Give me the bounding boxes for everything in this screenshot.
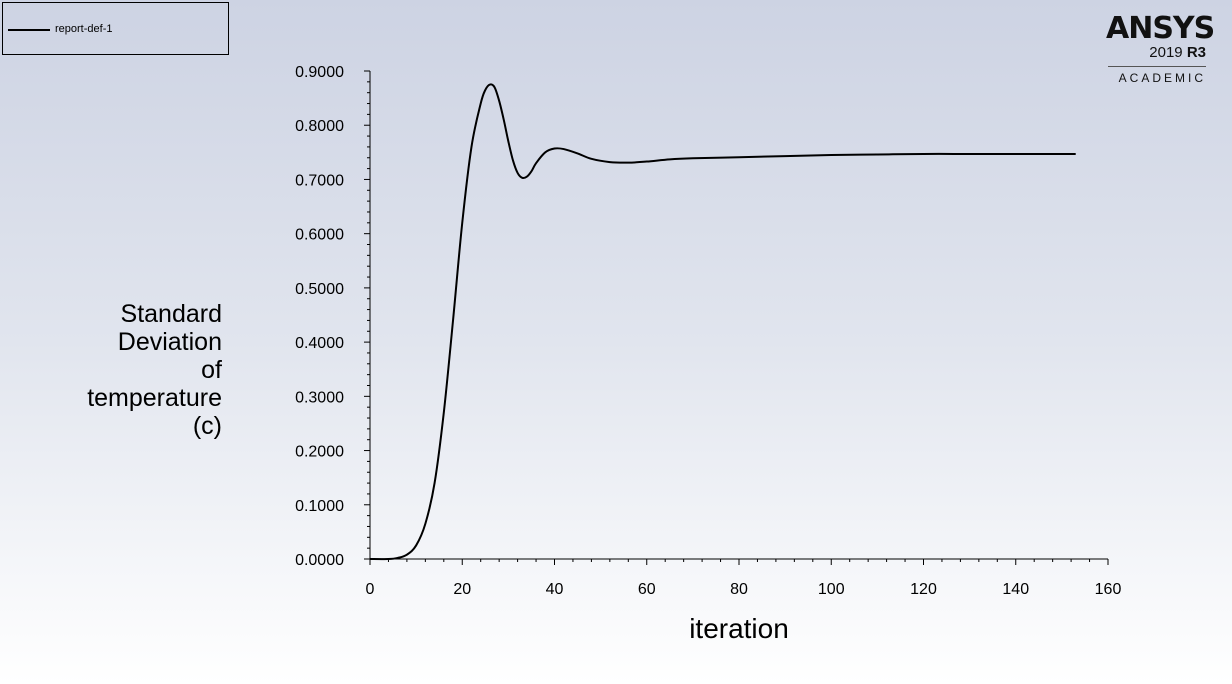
logo-version: 2019 R3 [1106, 44, 1206, 62]
y-tick-label: 0.2000 [295, 444, 344, 461]
x-tick-label: 120 [910, 581, 937, 598]
x-tick-label: 140 [1002, 581, 1029, 598]
y-axis-label-line: Deviation [117, 328, 222, 356]
logo-divider [1108, 66, 1206, 67]
y-tick-label: 0.9000 [295, 64, 344, 81]
x-tick-label: 60 [638, 581, 656, 598]
axes: 0.0000 0.1000 0.2000 0.3000 0.4000 0.5000 0.60… [295, 64, 1121, 598]
x-tick-label: 40 [546, 581, 564, 598]
logo-brand: ANSYS [1106, 11, 1215, 46]
y-tick-label: 0.8000 [295, 118, 344, 135]
x-tick-label: 0 [366, 581, 375, 598]
y-axis-label: Standard Deviation of temperature (c) [40, 300, 222, 440]
logo-year: 2019 [1149, 44, 1183, 61]
x-axis-label: iteration [689, 613, 789, 644]
series-group [369, 83, 1076, 561]
y-tick-label: 0.4000 [295, 335, 344, 352]
y-tick-label: 0.7000 [295, 172, 344, 189]
series-line-report-def-1 [369, 83, 1076, 561]
y-axis-label-line: temperature [87, 384, 222, 412]
y-axis-label-line: (c) [192, 412, 222, 440]
logo-edition: ACADEMIC [1118, 71, 1206, 85]
y-tick-label: 0.0000 [295, 552, 344, 569]
y-tick-label: 0.5000 [295, 281, 344, 298]
legend-label: report-def-1 [55, 23, 113, 35]
x-tick-label: 20 [453, 581, 471, 598]
x-tick-label: 100 [818, 581, 845, 598]
y-tick-label: 0.3000 [295, 389, 344, 406]
x-tick-label: 80 [730, 581, 748, 598]
y-axis-label-line: Standard [120, 300, 222, 328]
logo-release: R3 [1186, 44, 1206, 61]
x-tick-label: 160 [1095, 581, 1122, 598]
y-tick-label: 0.1000 [295, 498, 344, 515]
y-axis-label-line: of [201, 356, 222, 384]
y-tick-label: 0.6000 [295, 227, 344, 244]
legend-swatch-line [8, 29, 50, 31]
legend: report-def-1 [2, 2, 229, 55]
ansys-logo: ANSYS 2019 R3 ACADEMIC [1106, 11, 1215, 86]
